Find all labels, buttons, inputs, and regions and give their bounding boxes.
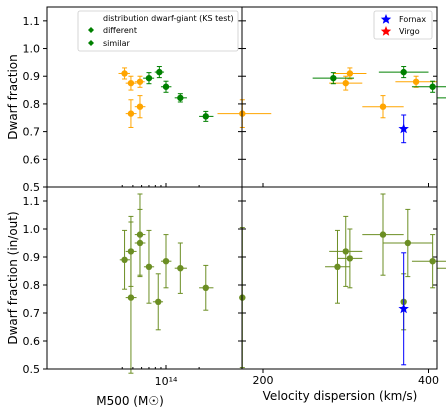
data-point (202, 113, 209, 120)
xtick-label: 400 (418, 374, 439, 387)
data-point (330, 74, 337, 82)
ytick-label: 1.0 (23, 223, 41, 236)
panel-frame-bottom-right (241, 186, 438, 370)
xtick-label-1e14: 10¹⁴ (155, 375, 178, 388)
data-point (127, 294, 135, 301)
data-point (145, 263, 153, 270)
data-point (412, 78, 420, 85)
xlabel-left: M500 (M☉) (96, 394, 164, 408)
ytick-label: 0.9 (23, 251, 41, 264)
data-point (127, 110, 135, 117)
panel-frame-bottom-left (46, 186, 243, 370)
axes-layer: 0.50.60.70.80.91.01.10.50.60.70.80.91.01… (23, 15, 440, 387)
ytick-label: 0.7 (23, 126, 41, 139)
data-point (342, 248, 349, 255)
data-point-fornax (398, 303, 409, 314)
chart-marks (118, 66, 446, 374)
data-point (404, 239, 412, 247)
ytick-label: 0.6 (23, 335, 41, 348)
ytick-label: 1.0 (23, 43, 41, 56)
data-point (136, 231, 144, 238)
legend-title: distribution dwarf-giant (KS test) (103, 14, 234, 23)
data-point (379, 231, 387, 238)
data-point (127, 79, 135, 87)
data-point (156, 68, 163, 76)
ytick-label: 1.1 (23, 195, 41, 208)
data-point (429, 83, 436, 90)
data-point (379, 103, 387, 110)
ytick-label: 0.5 (23, 363, 41, 376)
ylabel-bottom: Dwarf fraction (in/out) (6, 211, 20, 344)
data-point (346, 255, 354, 262)
xlabel-right: Velocity dispersion (km/s) (263, 389, 418, 403)
ytick-label: 0.9 (23, 70, 41, 83)
legend-marker-virgo (380, 26, 392, 36)
ylabel-top: Dwarf fraction (6, 54, 20, 139)
data-point (429, 258, 436, 265)
ytick-label: 0.8 (23, 98, 41, 111)
legend-top-left: distribution dwarf-giant (KS test) diffe… (77, 10, 239, 52)
legend-top-right: Fornax Virgo (373, 10, 433, 40)
data-point (342, 79, 349, 87)
data-point (400, 68, 407, 76)
legend-entry-different: different (103, 26, 137, 35)
legend-marker-similar (88, 40, 94, 46)
data-point (334, 263, 341, 270)
ytick-label: 0.6 (23, 153, 41, 166)
data-point (155, 298, 162, 305)
data-point (177, 94, 184, 102)
data-point (162, 258, 170, 265)
legend-marker-fornax (380, 14, 392, 24)
data-point (145, 74, 153, 82)
legend-marker-different (88, 27, 94, 33)
ytick-label: 0.5 (23, 181, 41, 194)
data-point (346, 70, 354, 77)
legend-entry-similar: similar (103, 39, 131, 48)
ytick-label: 0.8 (23, 279, 41, 292)
legend-entry-fornax: Fornax (399, 15, 426, 24)
data-point-fornax (398, 123, 409, 134)
xtick-label: 200 (253, 374, 274, 387)
data-point (136, 78, 144, 85)
data-point (202, 284, 209, 291)
data-point (121, 70, 128, 77)
data-point (136, 103, 144, 110)
data-point (121, 256, 128, 263)
ytick-label: 1.1 (23, 15, 41, 28)
legend-entry-virgo: Virgo (399, 27, 420, 36)
data-point (177, 265, 184, 272)
ytick-label: 0.7 (23, 307, 41, 320)
data-point (162, 83, 170, 90)
